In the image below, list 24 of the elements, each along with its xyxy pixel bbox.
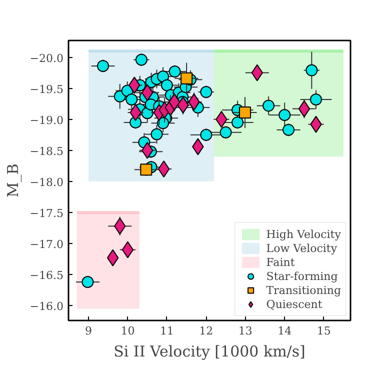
y-tick-label: −17.0 <box>30 238 64 252</box>
y-axis-title: M_B <box>4 164 22 198</box>
x-tick-label: 15 <box>316 324 331 338</box>
x-tick-label: 9 <box>85 324 92 338</box>
y-tick-label: −20.0 <box>30 52 64 65</box>
y-tick-label: −19.0 <box>30 114 64 127</box>
legend-label: Star-forming <box>266 269 338 283</box>
y-tick-label: −19.5 <box>30 82 64 96</box>
legend-label: Quiescent <box>266 297 322 311</box>
x-axis-title: Si II Velocity [1000 km/s] <box>114 342 306 360</box>
y-tick-label: −16.5 <box>30 269 64 282</box>
legend-label: High Velocity <box>266 227 341 241</box>
legend-label: Transitioning <box>266 283 341 297</box>
y-tick-label: −17.5 <box>30 206 64 220</box>
y-tick-label: −18.5 <box>30 144 64 158</box>
x-tick-label: 10 <box>120 324 135 338</box>
legend-label: Low Velocity <box>266 241 338 255</box>
y-tick-label: −18.0 <box>30 176 64 189</box>
x-tick-label: 13 <box>238 324 252 338</box>
x-tick-label: 12 <box>199 324 214 338</box>
y-tick-label: −16.0 <box>30 300 64 314</box>
legend-label: Faint <box>266 255 295 269</box>
x-tick-label: 11 <box>160 324 174 338</box>
x-tick-label: 14 <box>278 324 292 338</box>
